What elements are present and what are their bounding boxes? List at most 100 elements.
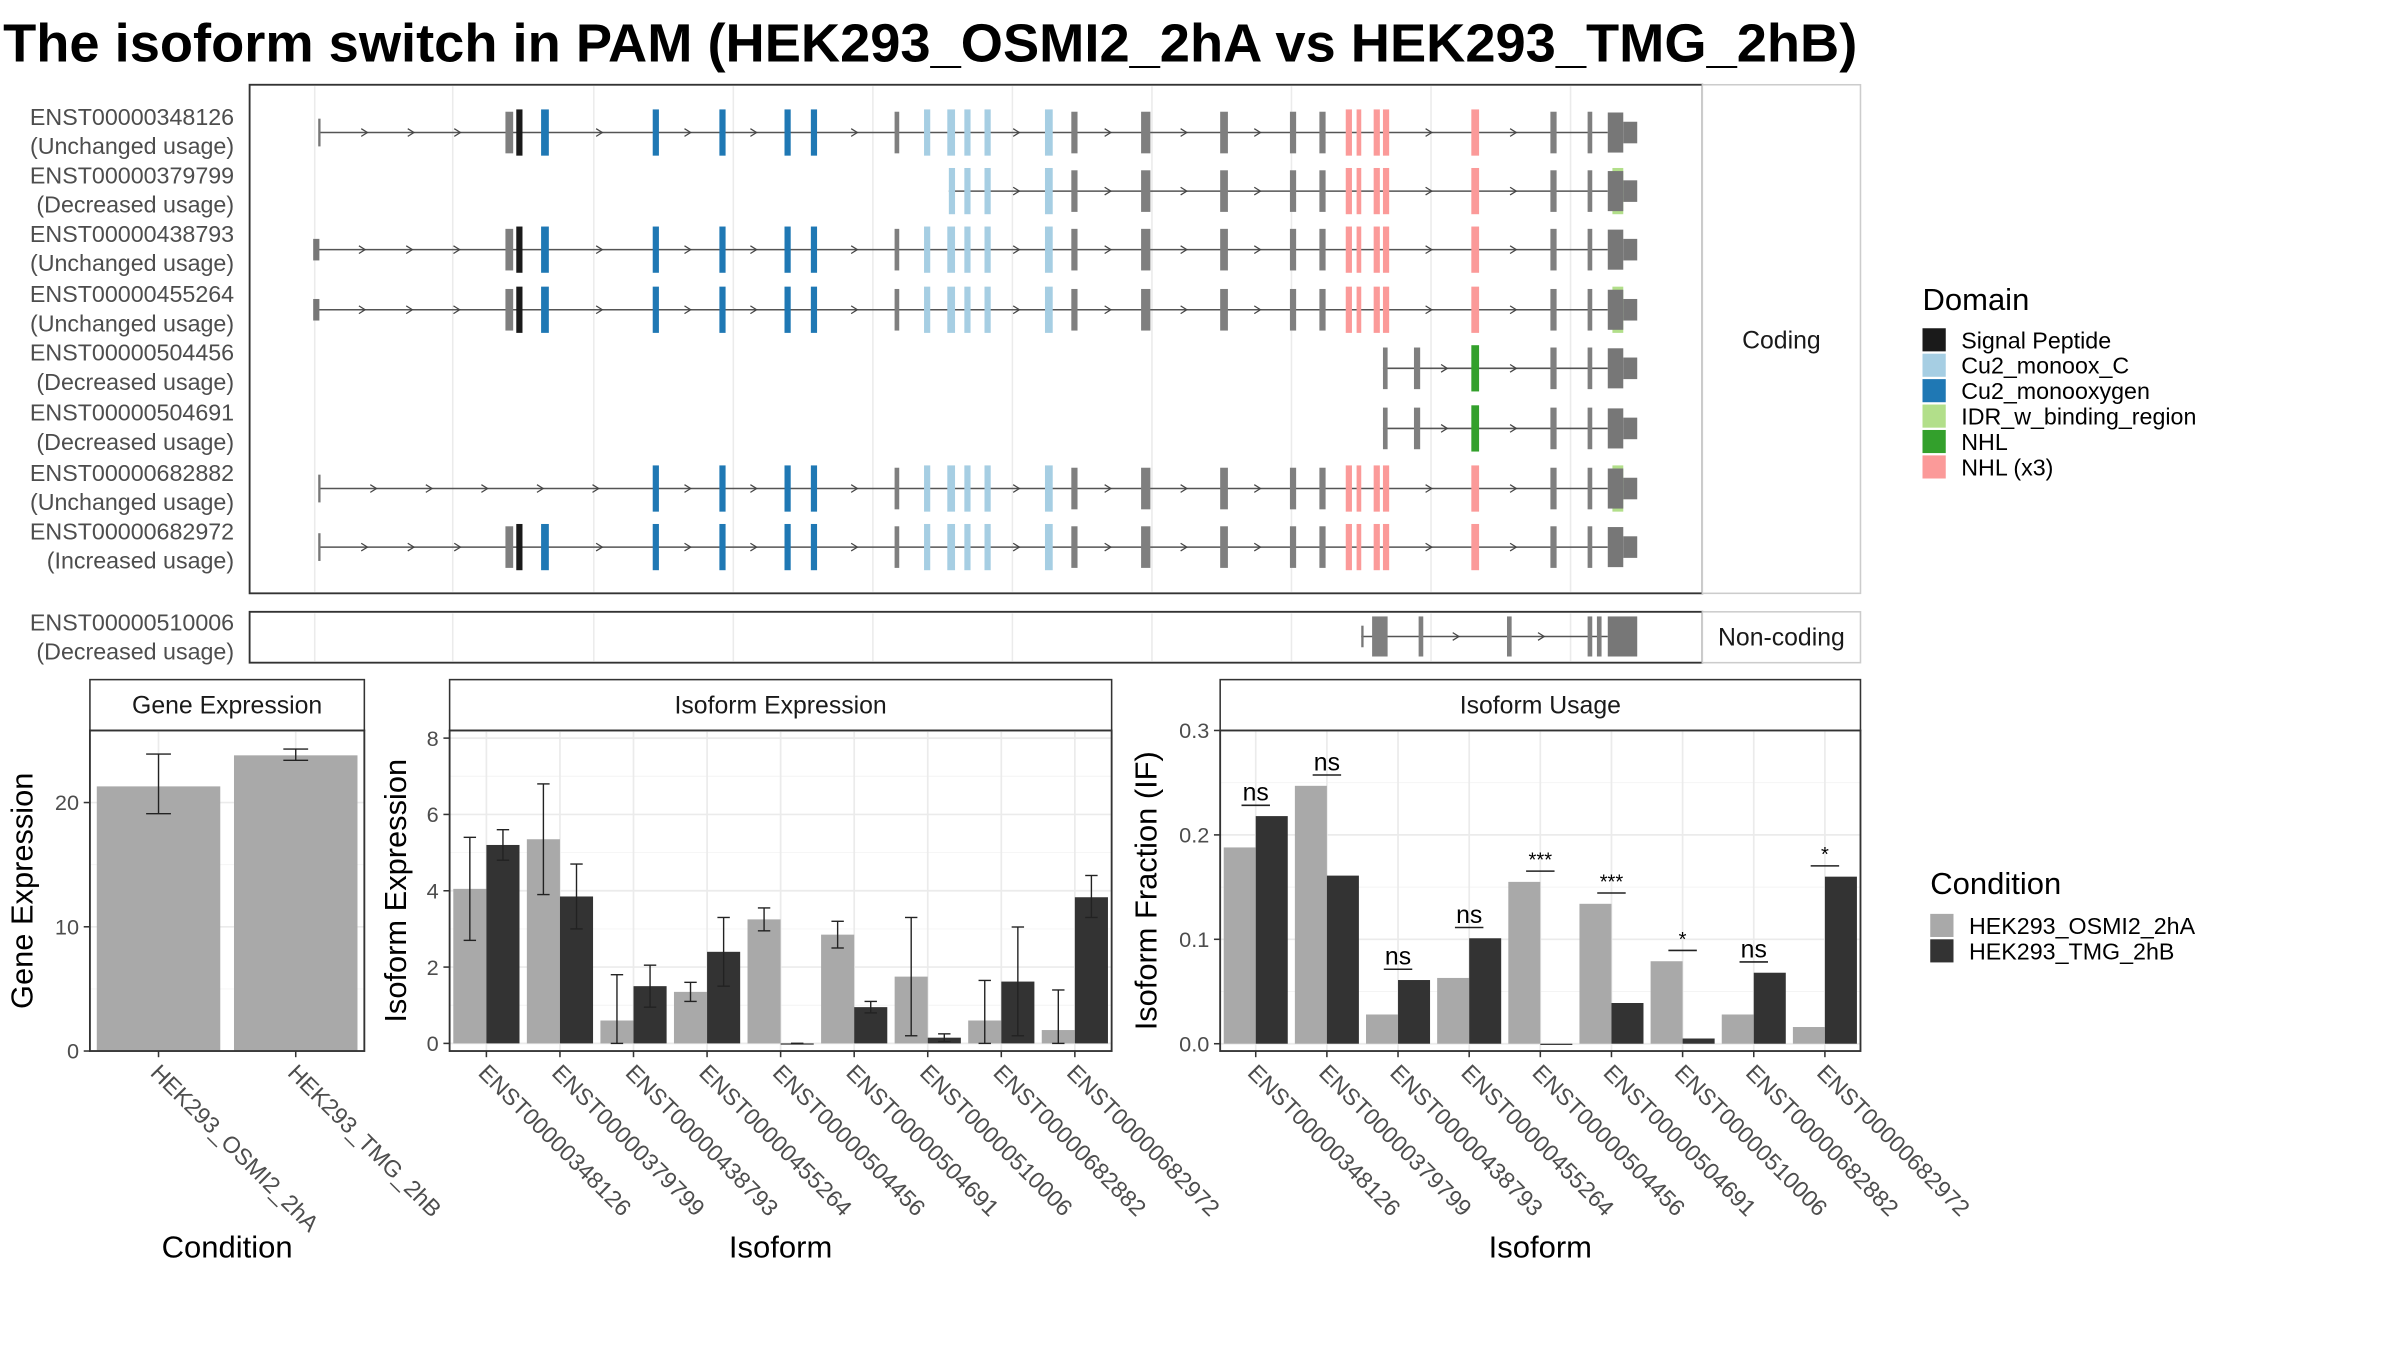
direction-arrow bbox=[1253, 542, 1262, 552]
utr-block bbox=[1607, 112, 1624, 153]
panel-border bbox=[88, 729, 366, 1052]
isoform-usage-label: (Unchanged usage) bbox=[30, 250, 234, 276]
domain-legend-label: NHL bbox=[1961, 429, 2008, 455]
exon-mo bbox=[810, 109, 818, 156]
bar bbox=[821, 934, 855, 1044]
direction-arrow bbox=[750, 484, 758, 493]
y-tick-label: 10 bbox=[55, 915, 79, 940]
utr-tail bbox=[1623, 121, 1638, 144]
exon-gr bbox=[1418, 616, 1424, 657]
bar bbox=[747, 919, 781, 1044]
direction-arrow bbox=[453, 542, 462, 552]
exon-gr bbox=[1506, 616, 1512, 657]
exon-gr bbox=[1382, 347, 1388, 390]
domain-legend-label: Cu2_monooxygen bbox=[1961, 378, 2150, 404]
exon-mc bbox=[947, 286, 956, 333]
domain-legend-swatch bbox=[1922, 404, 1946, 428]
exon-gr bbox=[1071, 228, 1078, 271]
noncoding-strip bbox=[1701, 611, 1862, 664]
isoform-id-label: ENST00000510006 bbox=[30, 609, 234, 635]
exon-nhl3 bbox=[1356, 167, 1362, 215]
exon-gr bbox=[1550, 407, 1557, 450]
bar bbox=[1792, 1027, 1825, 1044]
exon-mc bbox=[964, 109, 971, 156]
significance-label: ns bbox=[1314, 749, 1340, 776]
exon-nhl3 bbox=[1373, 167, 1380, 215]
exon-mo bbox=[719, 109, 726, 156]
bar bbox=[1753, 972, 1786, 1044]
exon-mo bbox=[719, 523, 726, 571]
isoform-id-label: ENST00000438793 bbox=[30, 221, 234, 247]
domain-legend-label: Cu2_monoox_C bbox=[1961, 353, 2129, 379]
exon-nhl3 bbox=[1373, 109, 1380, 156]
direction-arrow bbox=[850, 128, 859, 137]
exon-mo bbox=[541, 226, 549, 273]
y-tick-label: 8 bbox=[427, 726, 439, 751]
exon-mc bbox=[924, 226, 931, 273]
exon-gr bbox=[1289, 526, 1297, 568]
exon-mc bbox=[947, 465, 956, 512]
direction-arrow bbox=[850, 245, 859, 255]
exon-nhl bbox=[1471, 345, 1480, 392]
exon-nhl3 bbox=[1356, 465, 1362, 512]
exon-nhl3 bbox=[1345, 109, 1352, 156]
utr-tail bbox=[1623, 417, 1638, 440]
direction-arrow bbox=[684, 128, 692, 137]
exon-nhl3 bbox=[1345, 167, 1352, 215]
exon-gr bbox=[1587, 467, 1593, 510]
y-axis-title: Gene Expression bbox=[4, 773, 39, 1009]
direction-arrow bbox=[1104, 484, 1113, 493]
domain-legend: Domain Signal PeptideCu2_monoox_CCu2_mono… bbox=[1922, 282, 2196, 480]
exon-mc bbox=[947, 109, 956, 156]
exon-gr bbox=[1141, 467, 1151, 510]
exon-gr bbox=[894, 288, 900, 331]
direction-arrow bbox=[1253, 484, 1262, 493]
panel-strip bbox=[1219, 678, 1862, 732]
domain-legend-swatch bbox=[1922, 379, 1946, 403]
coding-strip-label: Coding bbox=[1742, 327, 1821, 354]
direction-arrow bbox=[1180, 484, 1189, 493]
exon-gr bbox=[505, 228, 514, 271]
panel-title: Isoform Expression bbox=[675, 693, 887, 720]
exon-mc bbox=[984, 109, 991, 156]
exon-gr bbox=[1289, 111, 1297, 154]
exon-gr bbox=[1071, 467, 1078, 510]
exon-nhl3 bbox=[1356, 523, 1362, 571]
exon-gr bbox=[1550, 526, 1557, 568]
exon-mc bbox=[984, 523, 991, 571]
direction-arrow bbox=[1509, 484, 1518, 493]
bar bbox=[486, 844, 520, 1044]
exon-gr bbox=[1220, 288, 1228, 331]
utr-tail bbox=[1623, 357, 1638, 380]
bar bbox=[1540, 1043, 1573, 1045]
exon-gr bbox=[894, 228, 900, 271]
exon-gr bbox=[1319, 467, 1326, 510]
transcript-structure-panel: Coding Non-coding ENST00000348126 (Unchange… bbox=[30, 83, 1862, 665]
exon-mc bbox=[924, 465, 931, 512]
y-tick-label: 2 bbox=[427, 955, 439, 980]
x-axis-title: Isoform bbox=[729, 1230, 832, 1265]
direction-arrow bbox=[1253, 186, 1262, 196]
exon-nhl3 bbox=[1471, 286, 1480, 333]
exon-mc bbox=[924, 286, 931, 333]
exon-gr bbox=[1413, 407, 1421, 450]
exon-mo bbox=[652, 523, 659, 571]
exon-gr bbox=[1220, 228, 1228, 271]
exon-mc bbox=[947, 226, 956, 273]
y-tick-label: 0 bbox=[427, 1031, 439, 1056]
exon-nhl3 bbox=[1471, 109, 1480, 156]
direction-arrow bbox=[1537, 632, 1546, 641]
exon-gr bbox=[1289, 467, 1297, 510]
exon-mo bbox=[810, 523, 818, 571]
transcript-start bbox=[313, 298, 320, 321]
direction-arrow bbox=[684, 542, 692, 552]
direction-arrow bbox=[595, 128, 604, 137]
isoform-expression-chart: Isoform Expression02468ENST00000348126EN… bbox=[378, 678, 1225, 1265]
direction-arrow bbox=[750, 245, 758, 255]
exon-gr bbox=[1319, 170, 1326, 212]
y-tick-label: 0.2 bbox=[1179, 823, 1209, 848]
exon-gr bbox=[1289, 170, 1297, 212]
exon-mo bbox=[652, 286, 659, 333]
significance-label: ns bbox=[1741, 936, 1767, 963]
